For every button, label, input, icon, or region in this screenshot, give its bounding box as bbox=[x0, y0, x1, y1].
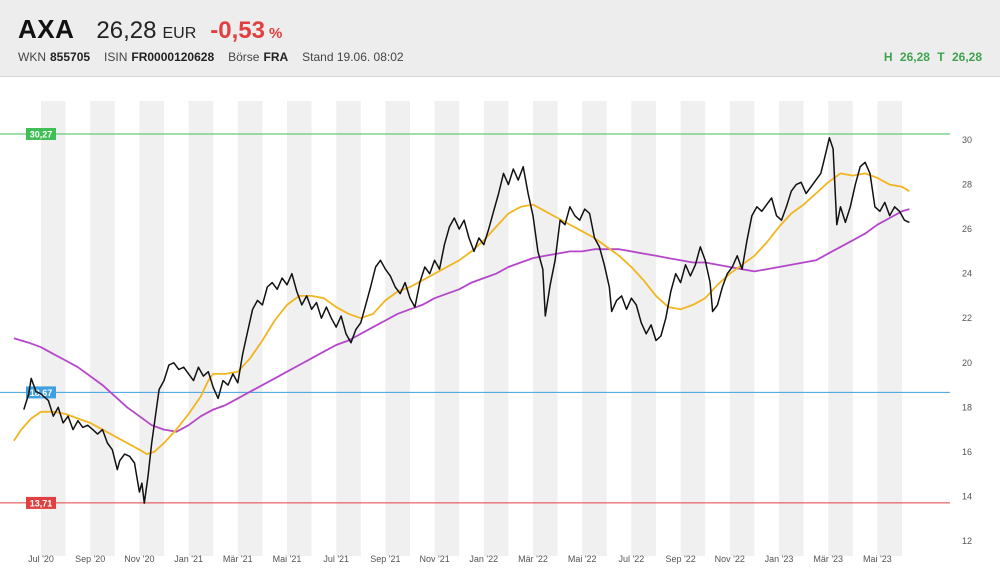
level-tag bbox=[26, 386, 56, 399]
month-band bbox=[729, 101, 755, 556]
y-tick-label: 26 bbox=[962, 224, 972, 234]
level-label: 18,67 bbox=[30, 388, 53, 398]
isin-label: ISIN bbox=[104, 50, 128, 64]
y-tick-label: 14 bbox=[962, 491, 972, 501]
y-tick-label: 12 bbox=[962, 536, 972, 546]
wkn-value: 855705 bbox=[50, 50, 91, 64]
low-label: T bbox=[937, 50, 945, 64]
series-line-ma_long bbox=[13, 208, 910, 433]
month-band bbox=[828, 101, 853, 556]
month-band bbox=[483, 101, 509, 556]
y-tick-label: 22 bbox=[962, 313, 972, 323]
x-tick-label: Jul '22 bbox=[619, 554, 645, 564]
month-band bbox=[90, 101, 115, 556]
quote-header: AXA 26,28 EUR -0,53 % WKN 855705 ISIN FR… bbox=[0, 0, 1000, 77]
x-tick-label: Jan '23 bbox=[765, 554, 794, 564]
month-band bbox=[533, 101, 558, 556]
month-band bbox=[385, 101, 410, 556]
low-value: 26,28 bbox=[951, 50, 982, 64]
y-axis: 12 14 16 18 20 22 24 26 28 30 bbox=[962, 135, 972, 546]
currency: EUR bbox=[162, 25, 197, 42]
level-label: 30,27 bbox=[30, 129, 53, 139]
month-band bbox=[188, 101, 214, 556]
x-tick-label: Jul '20 bbox=[28, 554, 54, 564]
x-tick-label: Mär '22 bbox=[518, 554, 548, 564]
wkn-label: WKN bbox=[18, 50, 46, 64]
exchange-label: Börse bbox=[228, 50, 260, 64]
month-band bbox=[237, 101, 263, 556]
y-tick-label: 16 bbox=[962, 447, 972, 457]
timestamp: Stand 19.06. 08:02 bbox=[302, 50, 404, 64]
month-band bbox=[582, 101, 607, 556]
y-tick-label: 18 bbox=[962, 402, 972, 412]
high-low: H 26,28 T 26,28 bbox=[880, 50, 982, 64]
series-lines bbox=[13, 137, 910, 504]
x-tick-label: Jan '22 bbox=[469, 554, 498, 564]
last-price: 26,28 bbox=[96, 17, 157, 44]
month-band bbox=[139, 101, 164, 556]
series-line-ma_short bbox=[13, 172, 910, 455]
isin-value: FR0000120628 bbox=[131, 50, 215, 64]
high-value: 26,28 bbox=[899, 50, 930, 64]
price-chart[interactable]: 30,27 18,67 13,71 12 14 16 18 20 22 24 26 28 30 Jul… bbox=[0, 77, 1000, 584]
y-tick-label: 24 bbox=[962, 269, 972, 279]
percent-sign: % bbox=[268, 25, 283, 42]
x-tick-label: Nov '20 bbox=[124, 554, 154, 564]
level-tag bbox=[26, 496, 56, 509]
x-tick-label: Sep '21 bbox=[370, 554, 400, 564]
level-label: 13,71 bbox=[30, 498, 53, 508]
price-change: -0,53 bbox=[210, 17, 265, 44]
level-lines: 30,27 18,67 13,71 bbox=[0, 127, 950, 509]
month-band bbox=[41, 101, 66, 556]
x-tick-label: Mai '22 bbox=[568, 554, 597, 564]
month-band bbox=[287, 101, 312, 556]
x-tick-label: Sep '22 bbox=[665, 554, 695, 564]
y-tick-label: 28 bbox=[962, 180, 972, 190]
x-tick-label: Mai '23 bbox=[863, 554, 892, 564]
y-tick-label: 30 bbox=[962, 135, 972, 145]
quote-headline: AXA 26,28 EUR -0,53 % bbox=[18, 14, 282, 45]
x-tick-label: Nov '22 bbox=[715, 554, 745, 564]
y-tick-label: 20 bbox=[962, 358, 972, 368]
x-tick-label: Mai '21 bbox=[273, 554, 302, 564]
month-band bbox=[877, 101, 902, 556]
month-bands bbox=[41, 101, 902, 556]
x-axis: Jul '20 Sep '20 Nov '20 Jan '21 Mär '21 Mai '… bbox=[28, 554, 892, 564]
month-band bbox=[779, 101, 804, 556]
x-tick-label: Mär '23 bbox=[813, 554, 843, 564]
x-tick-label: Mär '21 bbox=[223, 554, 253, 564]
month-band bbox=[434, 101, 460, 556]
x-tick-label: Jan '21 bbox=[174, 554, 203, 564]
series-line-price bbox=[23, 137, 910, 504]
month-band bbox=[680, 101, 706, 556]
high-label: H bbox=[883, 50, 893, 64]
ticker-symbol: AXA bbox=[18, 14, 75, 44]
level-tag bbox=[26, 127, 56, 140]
exchange-value: FRA bbox=[263, 50, 289, 64]
x-tick-label: Jul '21 bbox=[323, 554, 349, 564]
x-tick-label: Sep '20 bbox=[75, 554, 105, 564]
x-tick-label: Nov '21 bbox=[419, 554, 449, 564]
security-details: WKN 855705 ISIN FR0000120628 Börse FRA S… bbox=[18, 50, 404, 64]
